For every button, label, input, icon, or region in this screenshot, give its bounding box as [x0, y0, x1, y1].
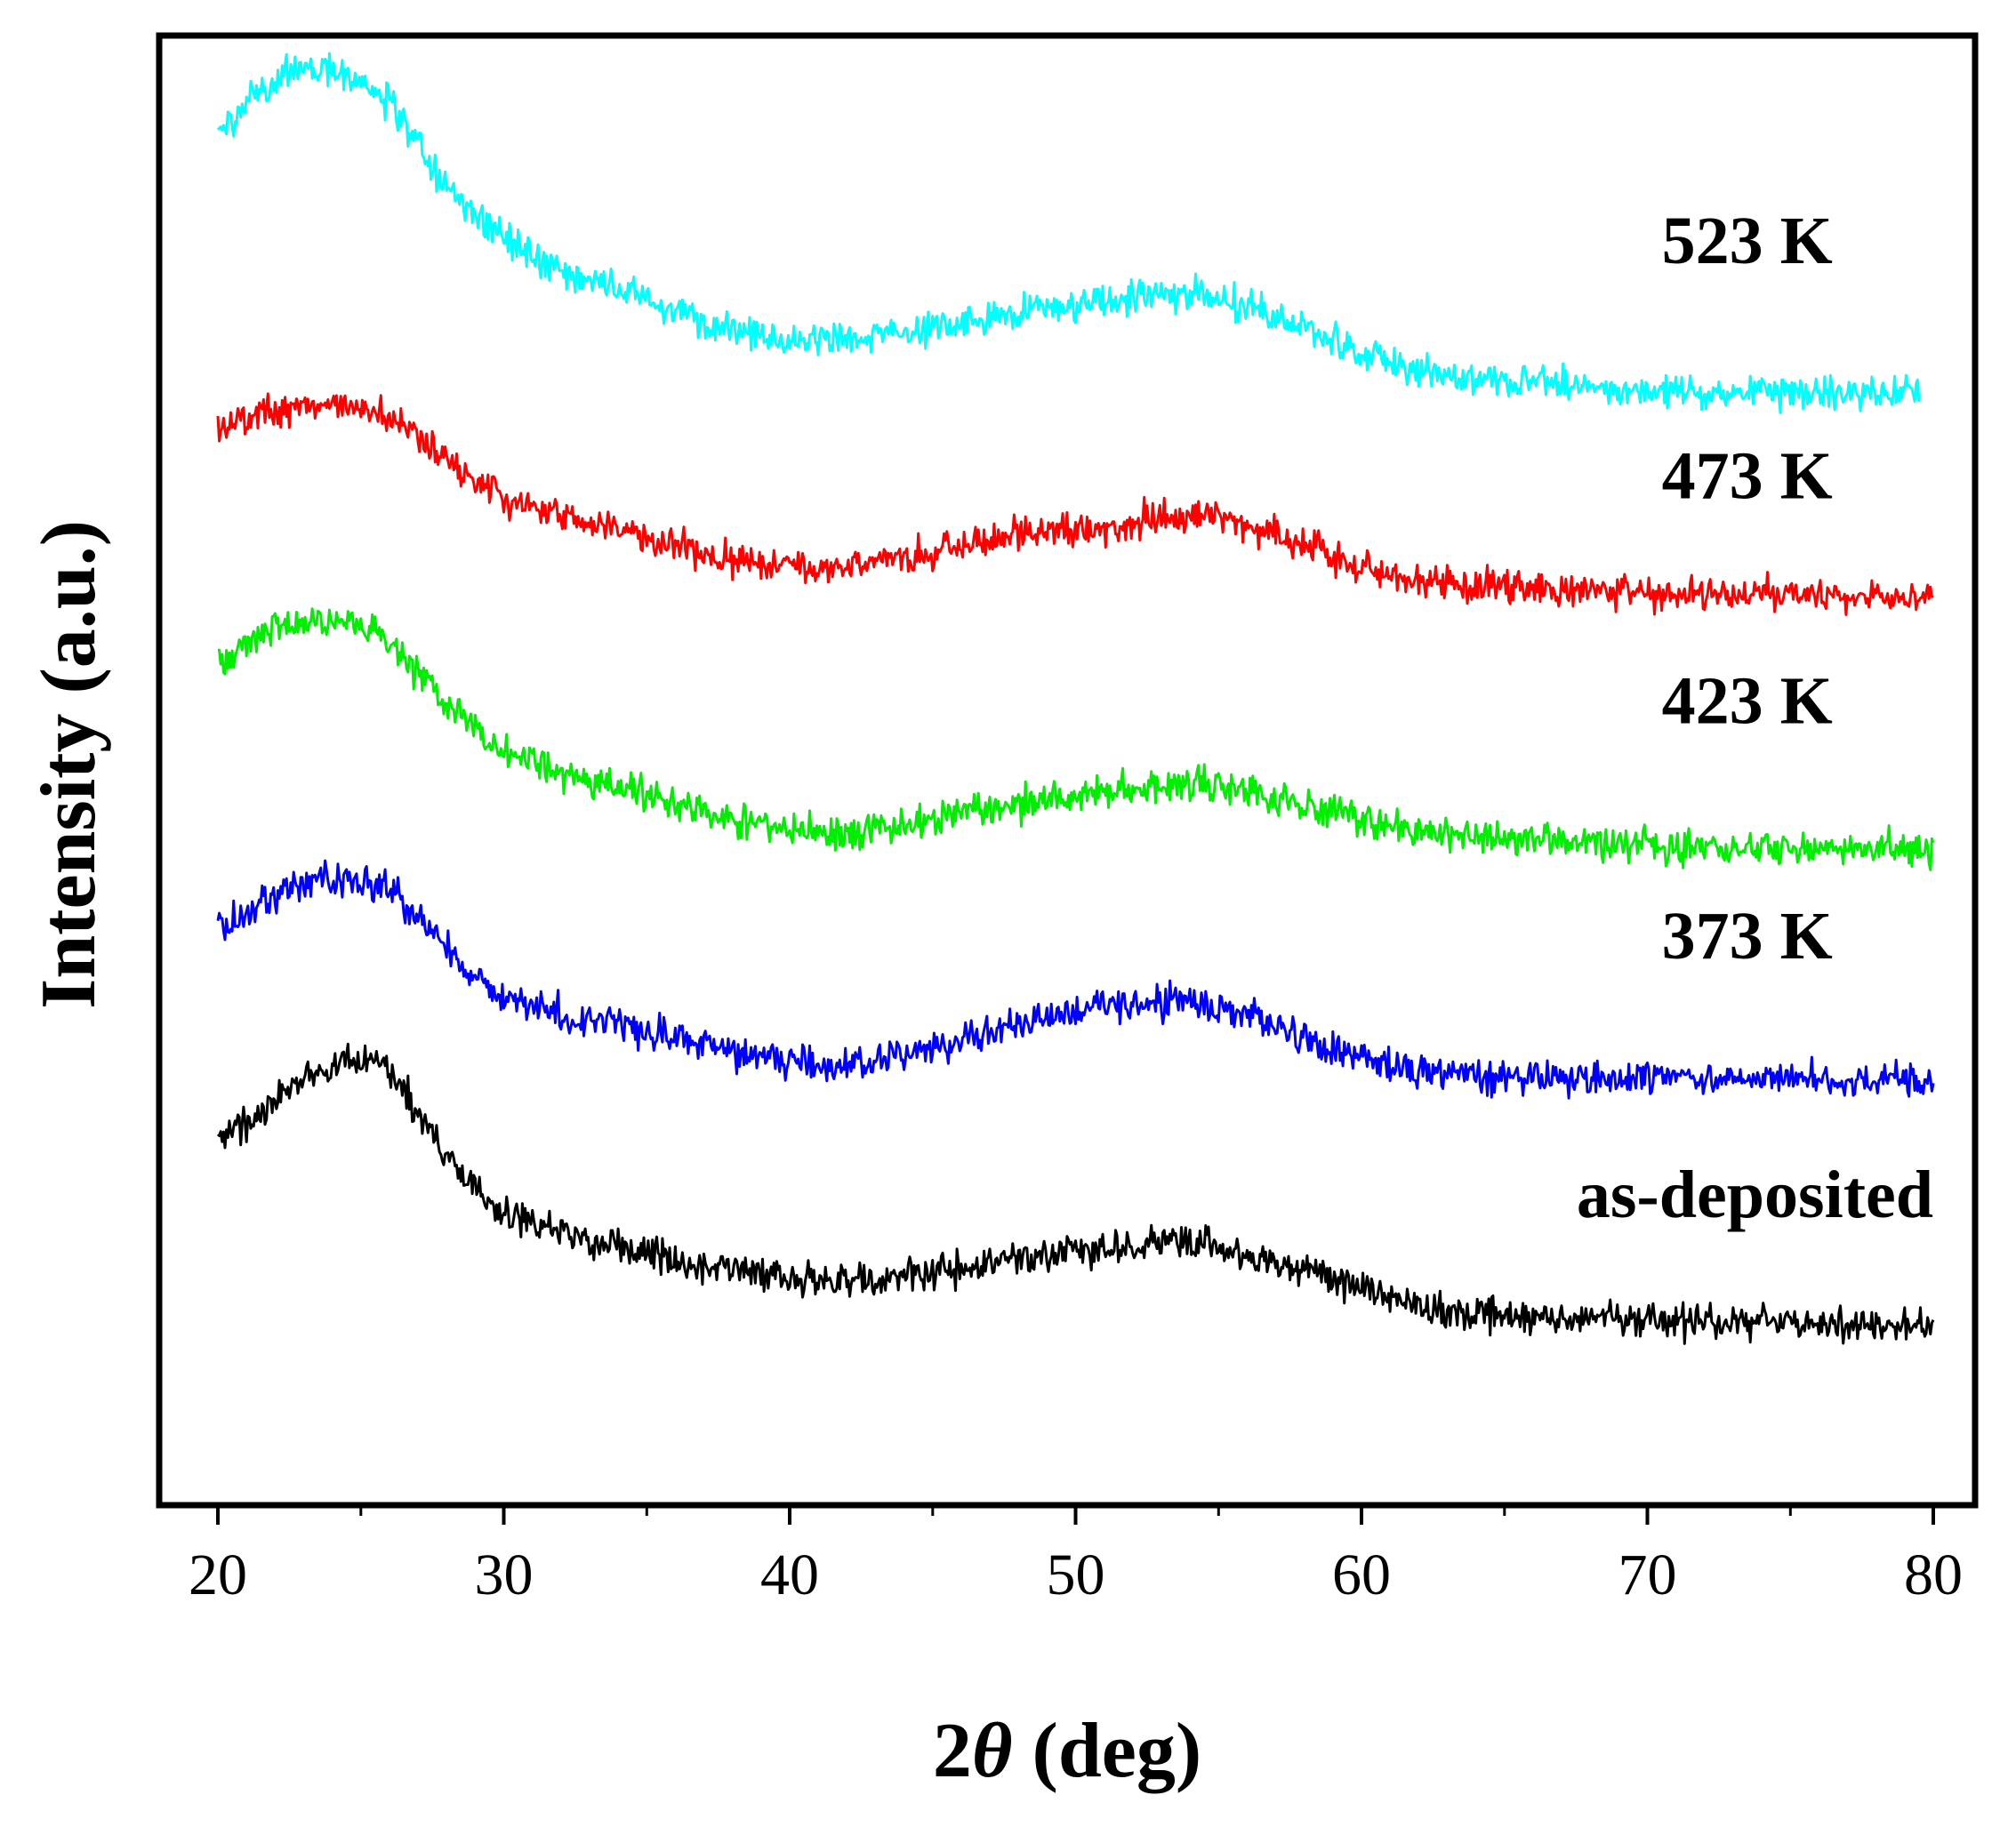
x-axis-label-prefix: 2 — [933, 1708, 972, 1794]
series-label-523-k: 523 K — [1662, 204, 1833, 278]
x-tick-label-60: 60 — [1332, 1543, 1391, 1607]
x-tick-label-70: 70 — [1618, 1543, 1677, 1607]
series-line-373-k — [216, 859, 1935, 1100]
x-tick-label-80: 80 — [1904, 1543, 1963, 1607]
series-label-as-deposited: as-deposited — [1577, 1158, 1933, 1232]
x-axis-label-symbol: θ — [972, 1708, 1013, 1794]
series-label-423-k: 423 K — [1662, 664, 1833, 739]
y-axis-label: Intensity (a.u.) — [26, 520, 112, 1009]
x-axis-label: 2θ (deg) — [933, 1708, 1201, 1794]
series-label-373-k: 373 K — [1662, 899, 1833, 974]
series-line-473-k — [216, 392, 1934, 616]
series-label-473-k: 473 K — [1662, 439, 1833, 514]
series-label-layer: as-deposited 373 K 423 K 473 K 523 K — [1577, 204, 1933, 1232]
series-line-as-deposited — [216, 1042, 1935, 1345]
x-axis-label-suffix: (deg) — [1013, 1708, 1202, 1794]
x-tick-label-50: 50 — [1047, 1543, 1105, 1607]
series-layer — [216, 52, 1935, 1345]
plot-area: as-deposited 373 K 423 K 473 K 523 K 20 30 40 5… — [156, 32, 1979, 1607]
x-tick-label-40: 40 — [760, 1543, 819, 1607]
series-line-423-k — [217, 607, 1935, 871]
x-axis: 20 30 40 50 60 70 80 — [189, 1505, 1963, 1607]
plot-frame — [156, 32, 1979, 1509]
series-line-523-k — [216, 52, 1921, 414]
x-tick-label-30: 30 — [475, 1543, 534, 1607]
x-tick-label-20: 20 — [189, 1543, 247, 1607]
